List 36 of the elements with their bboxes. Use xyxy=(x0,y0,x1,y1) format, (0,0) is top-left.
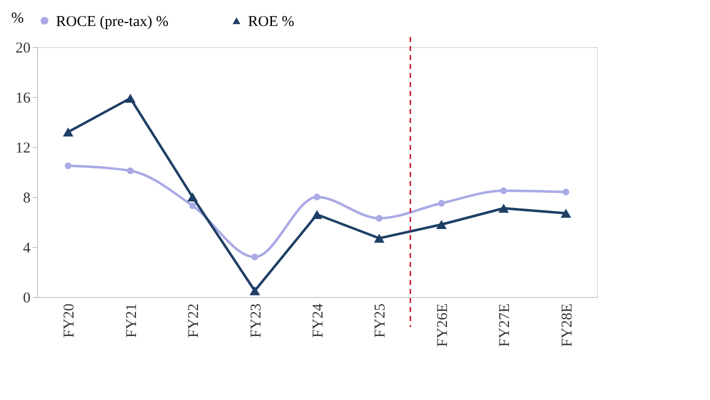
x-tick-label: FY21 xyxy=(124,304,140,338)
legend-label: ROCE (pre-tax) % xyxy=(56,14,168,30)
y-tick-label: 8 xyxy=(23,190,30,206)
point xyxy=(374,234,384,243)
point xyxy=(438,200,445,207)
point xyxy=(64,162,72,170)
y-axis-title: % xyxy=(11,10,24,26)
point xyxy=(376,214,383,222)
y-tick-label: 20 xyxy=(16,40,30,56)
point xyxy=(498,204,509,213)
x-tick-label: FY28E xyxy=(559,304,576,347)
point xyxy=(314,194,320,200)
y-tick-label: 4 xyxy=(23,240,31,256)
point xyxy=(560,208,572,218)
point xyxy=(62,127,74,137)
x-tick-label: FY24 xyxy=(310,303,326,338)
point xyxy=(126,167,134,174)
point xyxy=(250,286,260,296)
point xyxy=(125,94,136,103)
point xyxy=(189,202,196,210)
point xyxy=(562,188,570,196)
x-tick-label: FY20 xyxy=(62,304,78,338)
x-tick-label: FY25 xyxy=(372,304,389,338)
y-tick-label: 12 xyxy=(16,140,30,156)
point xyxy=(187,192,198,202)
x-tick-label: FY23 xyxy=(248,304,264,338)
y-tick-label: 16 xyxy=(16,90,31,106)
point xyxy=(251,254,258,260)
point xyxy=(312,210,322,220)
point xyxy=(436,220,447,230)
x-tick-label: FY27E xyxy=(497,304,514,347)
x-tick-label: FY26E xyxy=(434,304,451,347)
x-tick-label: FY22 xyxy=(186,304,202,338)
y-tick-label: 0 xyxy=(23,290,30,306)
legend-label: ROE % xyxy=(248,14,294,30)
point xyxy=(500,187,508,194)
